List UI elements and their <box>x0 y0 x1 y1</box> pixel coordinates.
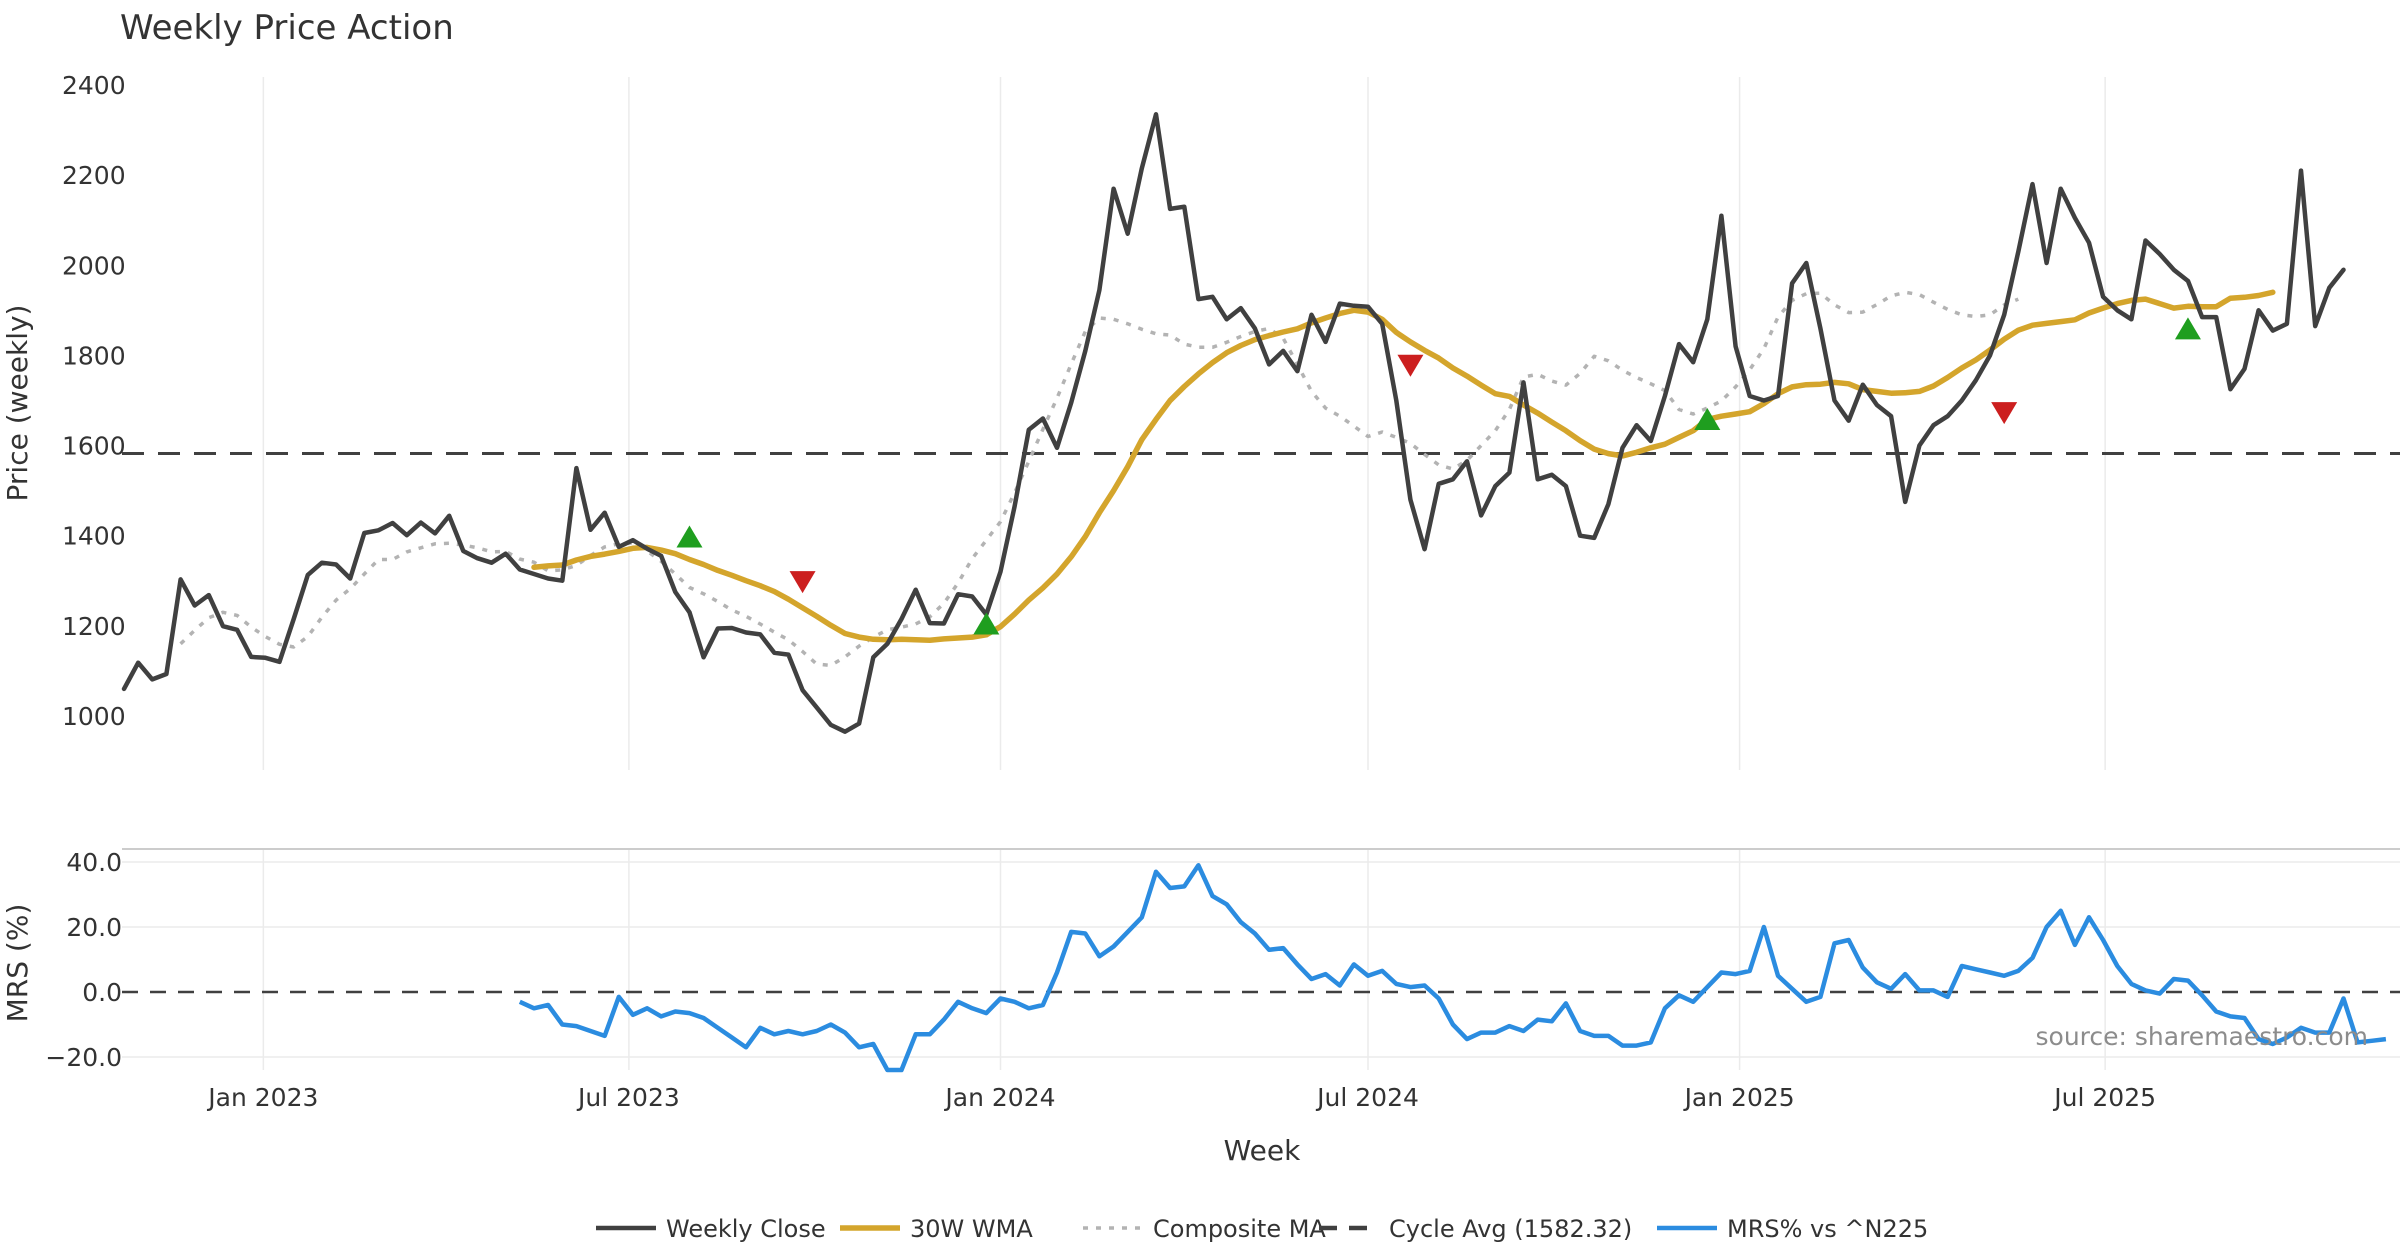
x-tick-label: Jul 2025 <box>2052 1083 2156 1112</box>
mrs-y-tick-label: 40.0 <box>66 848 122 877</box>
legend-label-weekly-close: Weekly Close <box>666 1215 826 1243</box>
series-mrs-vs-n225 <box>518 863 2387 1073</box>
mrs-series-group <box>122 863 2400 1073</box>
price-y-tick-label: 1800 <box>62 341 126 370</box>
signal-markers <box>676 317 2201 635</box>
x-tick-labels: Jan 2023 Jul 2023 Jan 2024 Jul 2024 Jan 2025… <box>206 1083 2156 1112</box>
mrs-y-tick-label: 0.0 <box>82 978 122 1007</box>
price-y-tick-label: 1200 <box>62 612 126 641</box>
legend-label-composite-ma: Composite MA <box>1153 1215 1326 1243</box>
mrs-y-tick-label: 20.0 <box>66 913 122 942</box>
source-credit: source: sharemaestro.com <box>2036 1022 2369 1051</box>
mrs-y-axis-label: MRS (%) <box>1 904 34 1023</box>
buy-signal-marker <box>1694 407 1721 430</box>
price-y-tick-label: 2400 <box>62 71 126 100</box>
x-axis-label: Week <box>1224 1134 1301 1167</box>
sell-signal-marker <box>1397 354 1424 377</box>
sell-signal-marker <box>1991 402 2018 425</box>
buy-signal-marker <box>676 525 703 548</box>
price-y-axis-label: Price (weekly) <box>1 305 34 502</box>
price-y-tick-label: 2200 <box>62 161 126 190</box>
price-y-tick-label: 1600 <box>62 432 126 461</box>
price-y-tick-label: 1000 <box>62 702 126 731</box>
price-y-tick-label: 1400 <box>62 522 126 551</box>
legend: Weekly Close 30W WMA Composite MA Cycle Avg… <box>596 1215 1928 1243</box>
series-30w-wma <box>531 289 2276 643</box>
series-composite-ma <box>179 290 2019 668</box>
x-tick-label: Jul 2024 <box>1315 1083 1419 1112</box>
legend-label-30w-wma: 30W WMA <box>910 1215 1033 1243</box>
x-tick-label: Jan 2025 <box>1683 1083 1795 1112</box>
legend-label-mrs-vs-n225: MRS% vs ^N225 <box>1727 1215 1928 1243</box>
x-tick-label: Jul 2023 <box>576 1083 680 1112</box>
buy-signal-marker <box>2174 317 2201 340</box>
series-weekly-close <box>121 112 2346 734</box>
legend-label-cycle-avg-1582-32: Cycle Avg (1582.32) <box>1389 1215 1632 1243</box>
x-tick-label: Jan 2024 <box>943 1083 1055 1112</box>
mrs-y-tick-labels: −20.0 0.0 20.0 40.0 <box>45 848 122 1072</box>
mrs-y-tick-label: −20.0 <box>45 1043 122 1072</box>
price-y-tick-label: 2000 <box>62 251 126 280</box>
price-series-group <box>121 112 2400 734</box>
x-tick-label: Jan 2023 <box>206 1083 318 1112</box>
price-y-tick-labels: 1000 1200 1400 1600 1800 2000 2200 2400 <box>62 71 126 731</box>
buy-signal-marker <box>973 612 1000 635</box>
sell-signal-marker <box>789 571 816 594</box>
price-panel-grid <box>262 77 2106 770</box>
chart-title: Weekly Price Action <box>120 8 454 48</box>
mrs-panel-grid <box>122 849 2400 1070</box>
